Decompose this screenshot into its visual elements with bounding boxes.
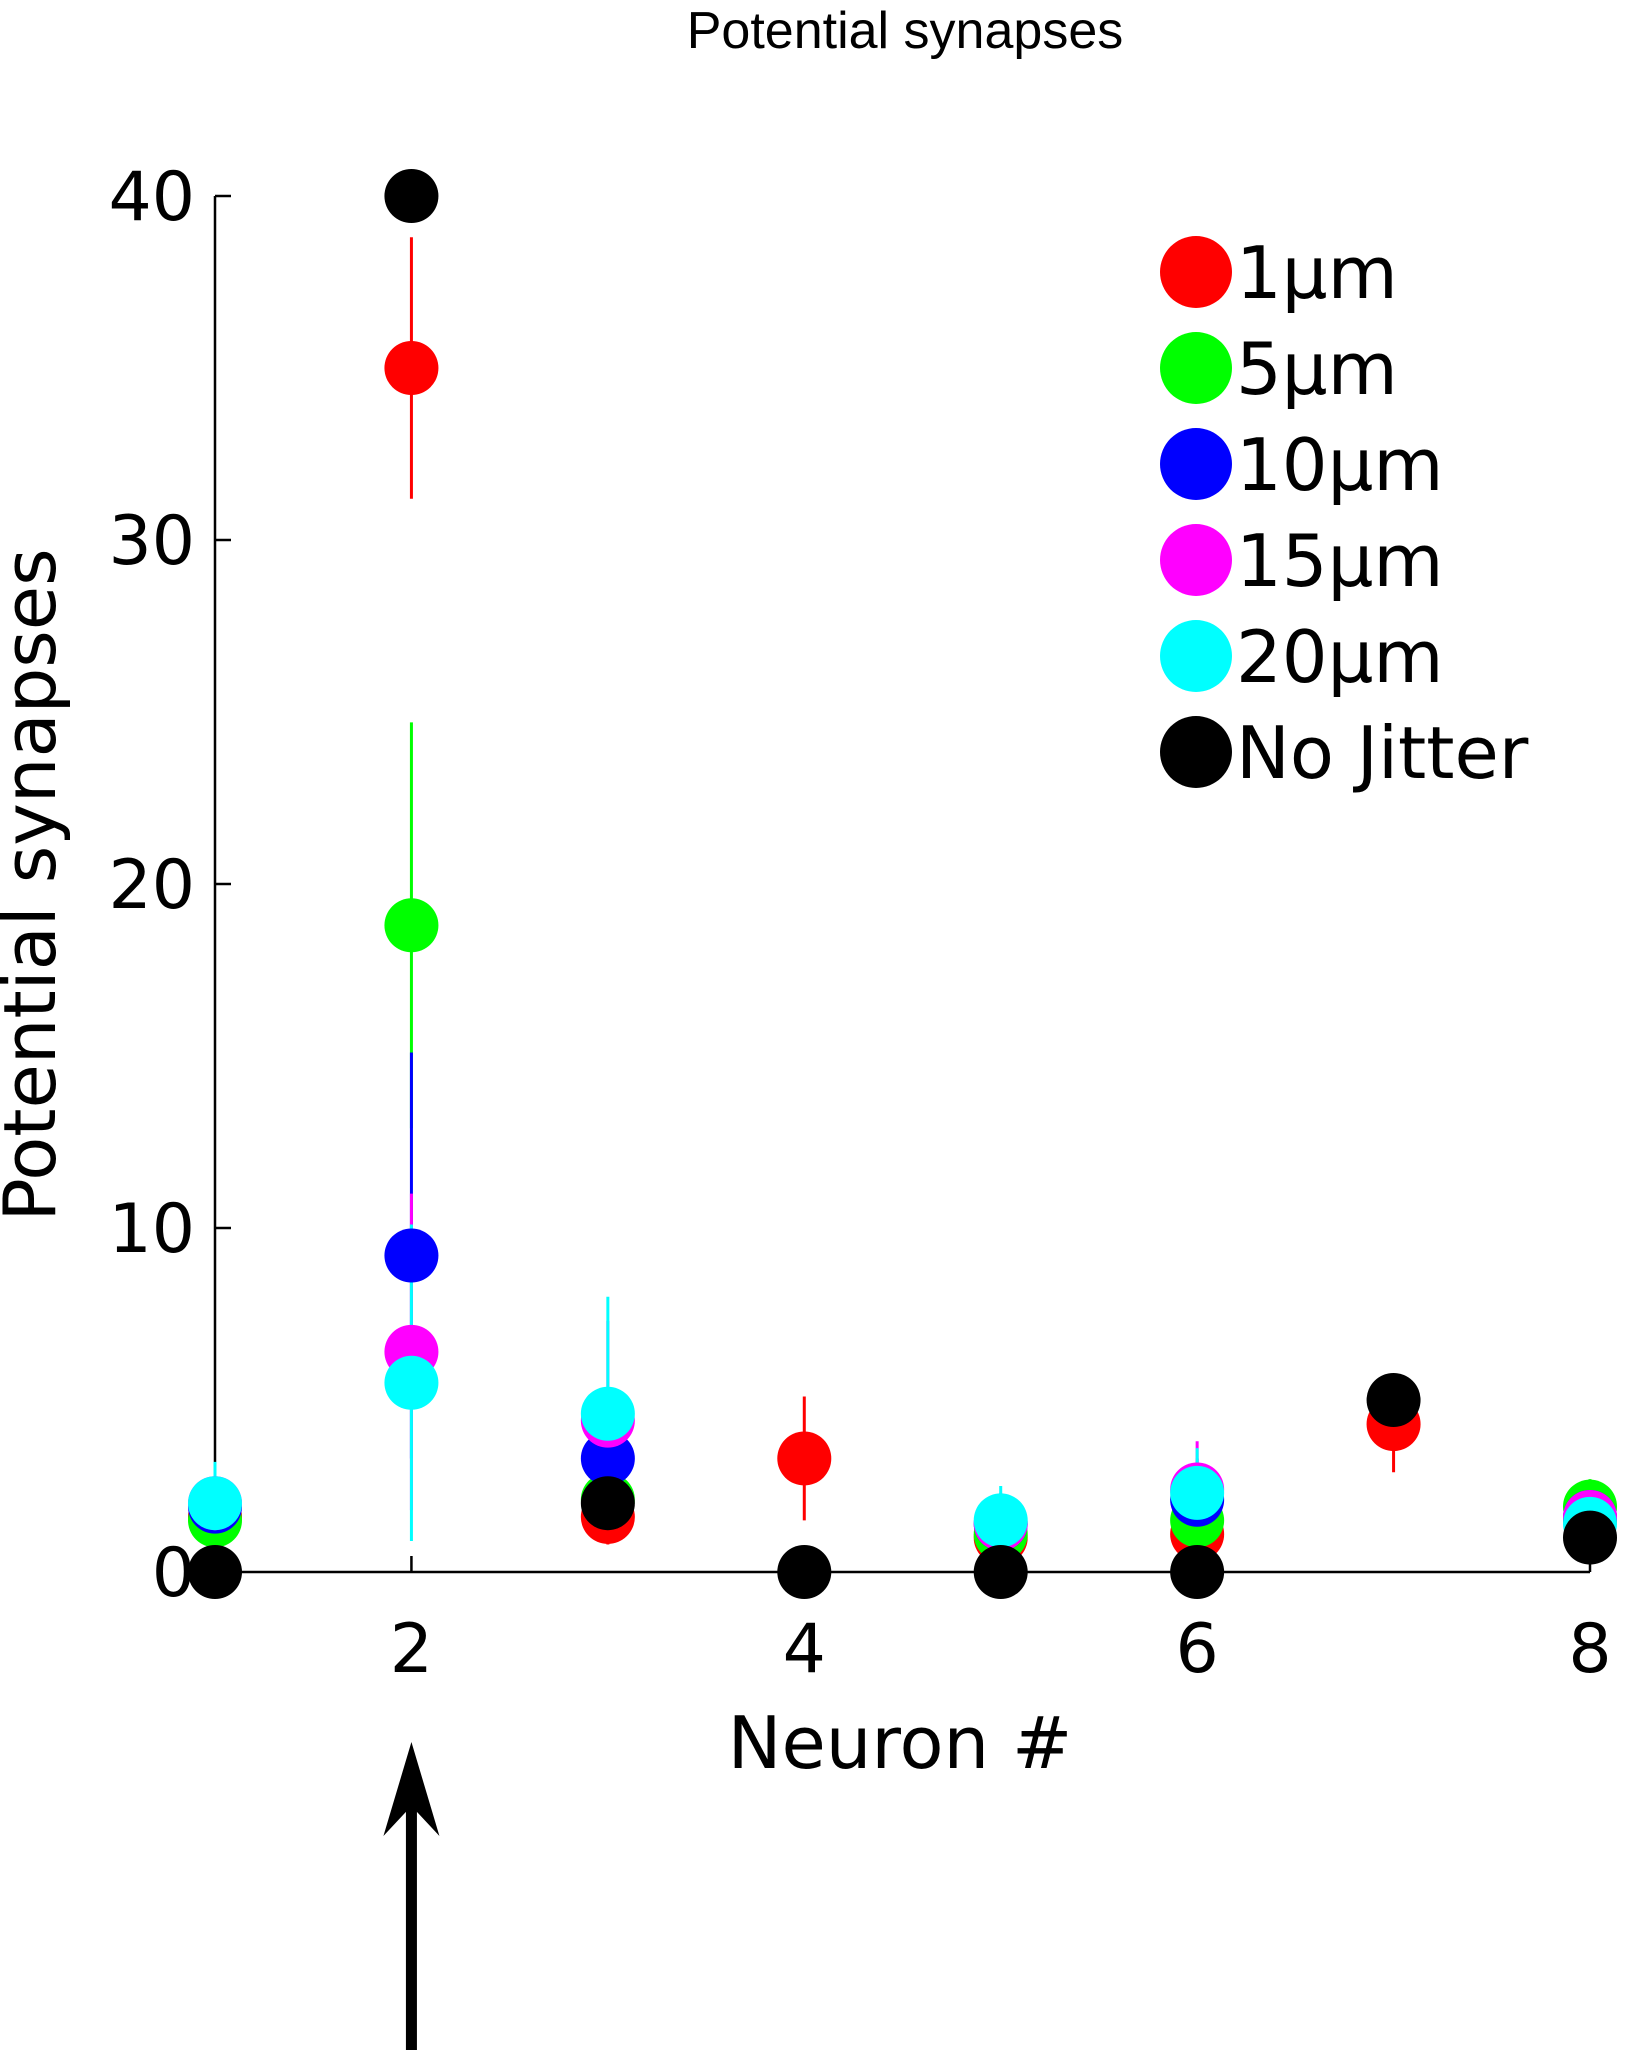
legend-marker	[1160, 524, 1232, 596]
data-point	[384, 898, 439, 953]
data-point	[188, 1476, 242, 1531]
data-point	[1170, 1465, 1225, 1520]
data-point	[580, 1431, 635, 1486]
y-tick-label: 0	[152, 1534, 195, 1613]
data-point	[384, 341, 439, 395]
data-point	[777, 1545, 832, 1599]
legend-marker	[1160, 428, 1232, 500]
legend-label: 15μm	[1236, 519, 1444, 603]
y-tick-label: 30	[108, 502, 195, 581]
data-point	[973, 1493, 1028, 1548]
legend-label: No Jitter	[1236, 711, 1529, 795]
data-point	[1366, 1373, 1421, 1427]
x-axis-label: Neuron #	[728, 1701, 1073, 1785]
x-tick-label: 8	[1568, 1610, 1611, 1689]
data-point	[580, 1386, 635, 1441]
legend-label: 20μm	[1236, 615, 1444, 699]
data-point	[384, 1355, 439, 1410]
chart-title: Potential synapses	[687, 2, 1124, 60]
markers	[188, 169, 1617, 1599]
x-tick-label: 6	[1176, 1610, 1219, 1689]
data-point	[384, 169, 439, 223]
data-point	[1563, 1510, 1617, 1565]
y-tick-label: 20	[108, 846, 195, 925]
x-tick-label: 2	[390, 1610, 433, 1689]
legend-label: 5μm	[1236, 327, 1398, 411]
legend: 1μm 5μm 10μm 15μm 20μm No Jitter	[1160, 231, 1529, 795]
y-tick-label: 40	[108, 158, 195, 237]
x-tick-label: 4	[783, 1610, 826, 1689]
y-ticks: 0 10 20 30 40	[108, 158, 231, 1613]
data-point	[384, 1228, 439, 1283]
legend-label: 10μm	[1236, 423, 1444, 507]
arrow-head	[383, 1742, 440, 1836]
legend-marker	[1160, 716, 1232, 788]
data-point	[580, 1476, 635, 1531]
legend-marker	[1160, 332, 1232, 404]
legend-label: 1μm	[1236, 231, 1398, 315]
y-tick-label: 10	[108, 1190, 195, 1269]
data-point	[1170, 1545, 1225, 1599]
data-point	[973, 1545, 1028, 1599]
y-axis-label: Potential synapses	[0, 548, 72, 1221]
data-point	[777, 1431, 832, 1486]
data-point	[188, 1545, 242, 1599]
annotation-arrow	[383, 1742, 440, 2050]
legend-marker	[1160, 620, 1232, 692]
legend-marker	[1160, 236, 1232, 308]
